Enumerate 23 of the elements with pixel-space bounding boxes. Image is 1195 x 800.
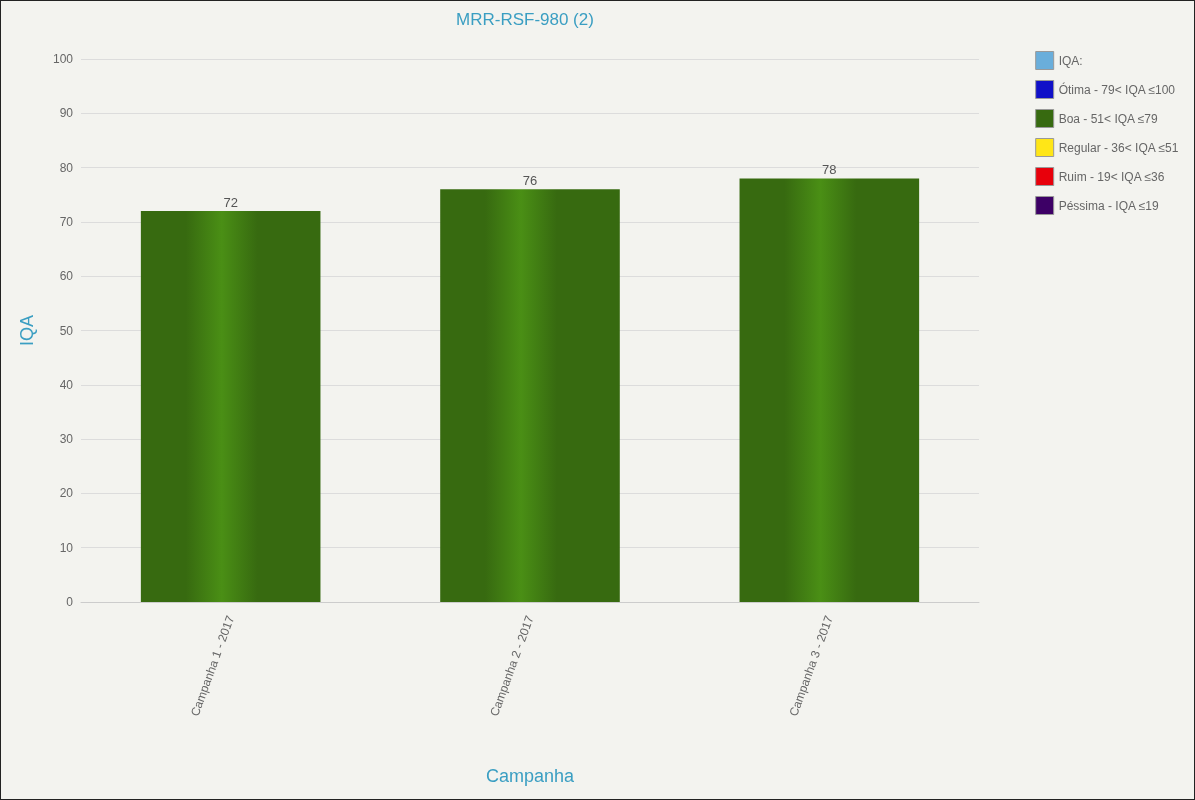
data-label: 72 xyxy=(223,195,238,211)
y-axis-title: IQA xyxy=(17,314,37,347)
y-tick-label: 60 xyxy=(59,269,74,284)
legend-label: IQA: xyxy=(1058,53,1083,68)
data-label: 76 xyxy=(522,173,538,189)
legend-label: Boa - 51< IQA ≤79 xyxy=(1058,111,1158,126)
y-tick-label: 50 xyxy=(59,323,74,338)
data-label: 78 xyxy=(822,162,837,178)
y-tick-label: 10 xyxy=(59,540,74,555)
y-tick-label: 70 xyxy=(59,214,74,229)
y-tick-label: 20 xyxy=(59,486,74,501)
chart-title: MRR-RSF-980 (2) xyxy=(456,10,594,29)
legend-label: Regular - 36< IQA ≤51 xyxy=(1058,140,1179,155)
y-tick-label: 40 xyxy=(59,377,74,392)
x-axis-title: Campanha xyxy=(485,766,576,786)
y-tick-label: 0 xyxy=(66,595,74,609)
y-tick-label: 30 xyxy=(59,432,74,447)
y-tick-label: 100 xyxy=(52,52,74,66)
legend-label: Ótima - 79< IQA ≤100 xyxy=(1058,81,1176,97)
legend-label: Péssima - IQA ≤19 xyxy=(1058,198,1159,213)
y-tick-label: 90 xyxy=(59,106,74,121)
legend-label: Ruim - 19< IQA ≤36 xyxy=(1058,169,1165,184)
y-tick-label: 80 xyxy=(59,160,74,175)
